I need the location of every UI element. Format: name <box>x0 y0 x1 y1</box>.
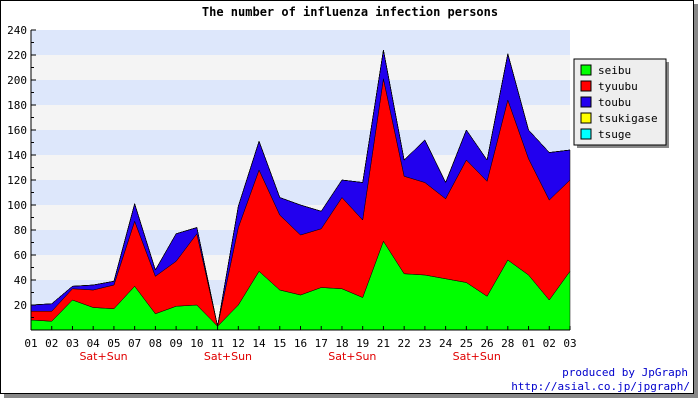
x-tick-label: 12 <box>232 337 245 350</box>
x-tick-label: 16 <box>294 337 307 350</box>
y-tick-labels: 20 40 60 80 100 120 140 160 180 200 220 240 <box>7 24 27 312</box>
y-tick-label: 180 <box>7 99 27 112</box>
x-tick-label: 10 <box>190 337 203 350</box>
x-tick-label: 05 <box>107 337 120 350</box>
weekend-label: Sat+Sun <box>453 350 501 363</box>
y-tick-label: 100 <box>7 199 27 212</box>
weekend-label: Sat+Sun <box>79 350 127 363</box>
legend-label-toubu: toubu <box>598 96 631 109</box>
x-tick-label: 08 <box>149 337 162 350</box>
x-tick-label: 02 <box>543 337 556 350</box>
legend-label-tsukigase: tsukigase <box>598 112 658 125</box>
x-tick-label: 02 <box>45 337 58 350</box>
area-tsuge <box>30 49 571 327</box>
grid-band <box>31 30 570 55</box>
y-tick-label: 220 <box>7 49 27 62</box>
x-tick-label: 21 <box>377 337 390 350</box>
x-tick-label: 25 <box>460 337 473 350</box>
x-tick-label: 19 <box>356 337 369 350</box>
credit-producer: produced by JpGraph <box>562 366 688 379</box>
y-tick-label: 160 <box>7 124 27 137</box>
y-tick-label: 120 <box>7 174 27 187</box>
x-tick-label: 24 <box>439 337 453 350</box>
x-tick-label: 01 <box>522 337 535 350</box>
x-tick-label: 26 <box>480 337 493 350</box>
y-tick-label: 60 <box>14 249 27 262</box>
legend-label-tyuubu: tyuubu <box>598 80 638 93</box>
legend-swatch-tyuubu <box>580 80 592 92</box>
y-tick-label: 200 <box>7 74 27 87</box>
legend-swatch-seibu <box>580 64 592 76</box>
x-tick-label: 04 <box>87 337 101 350</box>
y-tick-label: 20 <box>14 299 27 312</box>
weekend-label: Sat+Sun <box>204 350 252 363</box>
x-tick-label: 03 <box>563 337 576 350</box>
x-tick-label: 07 <box>128 337 141 350</box>
weekend-label: Sat+Sun <box>328 350 376 363</box>
y-tick-label: 240 <box>7 24 27 37</box>
x-tick-label: 23 <box>418 337 431 350</box>
x-tick-label: 01 <box>24 337 37 350</box>
grid-band <box>31 105 570 130</box>
x-tick-labels: 01 02 03 04 05 07 08 09 10 11 12 14 15 16 17 18 19 21 22 23… <box>24 337 576 350</box>
legend-label-tsuge: tsuge <box>598 128 631 141</box>
x-tick-label: 28 <box>501 337 514 350</box>
x-tick-label: 17 <box>315 337 328 350</box>
y-tick-label: 140 <box>7 149 27 162</box>
legend-label-seibu: seibu <box>598 64 631 77</box>
axes <box>30 29 571 331</box>
legend: seibu tyuubu toubu tsukigase tsuge <box>573 58 669 148</box>
x-tick-label: 15 <box>273 337 286 350</box>
x-tick-label: 14 <box>252 337 266 350</box>
x-tick-label: 09 <box>169 337 182 350</box>
credit-url: http://asial.co.jp/jpgraph/ <box>511 380 690 393</box>
x-tick-label: 03 <box>66 337 79 350</box>
legend-swatch-tsukigase <box>580 112 592 124</box>
legend-swatch-toubu <box>580 96 592 108</box>
y-tick-label: 80 <box>14 224 27 237</box>
x-tick-label: 11 <box>211 337 224 350</box>
x-tick-label: 18 <box>335 337 348 350</box>
y-tick-label: 40 <box>14 274 27 287</box>
chart-title: The number of influenza infection person… <box>202 5 498 19</box>
legend-swatch-tsuge <box>580 128 592 140</box>
grid-band <box>31 80 570 105</box>
grid-band <box>31 55 570 80</box>
x-tick-label: 22 <box>398 337 411 350</box>
weekend-labels: Sat+Sun Sat+Sun Sat+Sun Sat+Sun <box>79 350 500 363</box>
